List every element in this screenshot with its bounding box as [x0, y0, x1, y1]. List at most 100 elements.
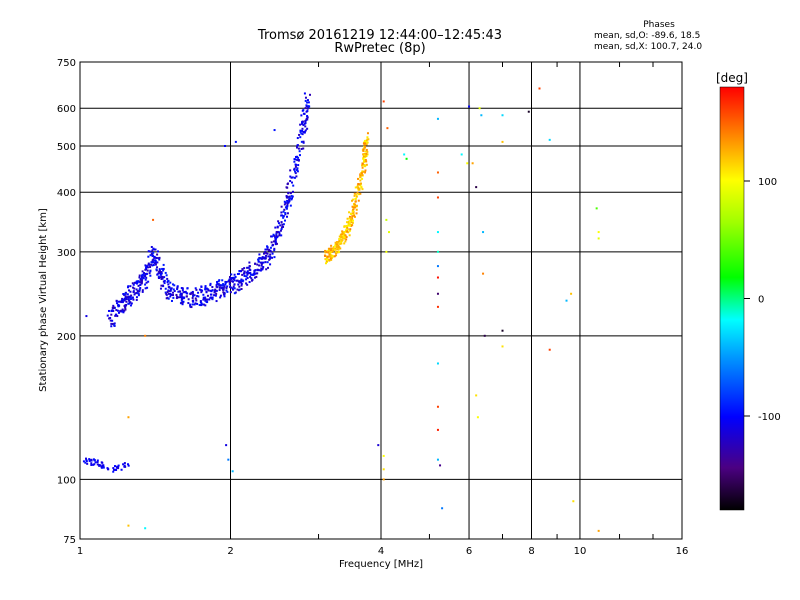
o-trace-point: [115, 313, 118, 316]
o-trace-point: [298, 150, 301, 153]
o-trace-point: [287, 192, 290, 195]
low-echo-point: [102, 466, 105, 469]
o-trace-point: [208, 298, 211, 301]
o-trace-point: [237, 283, 240, 286]
o-trace-point: [281, 226, 284, 229]
x-trace-point: [356, 184, 359, 187]
o-trace-point: [132, 286, 135, 289]
o-trace-point: [154, 259, 157, 262]
o-trace-point: [181, 289, 184, 292]
o-trace-point: [159, 287, 162, 290]
o-trace-point: [175, 293, 178, 296]
o-trace-point: [246, 266, 249, 269]
x-trace-point: [326, 257, 329, 260]
o-trace-point: [147, 250, 150, 253]
scattered-point: [441, 507, 444, 510]
o-trace-point: [269, 246, 272, 249]
o-trace-point: [279, 224, 282, 227]
y-tick-label: 100: [57, 475, 76, 486]
o-trace-point: [129, 290, 132, 293]
o-trace-point: [124, 295, 127, 298]
o-trace-point: [306, 114, 309, 117]
o-trace-point: [170, 287, 173, 290]
o-trace-point: [138, 280, 141, 283]
y-tick-label: 500: [57, 142, 76, 153]
x-trace-point: [364, 142, 367, 145]
low-echo-point: [123, 462, 126, 465]
o-trace-point: [253, 269, 256, 272]
o-trace-point: [300, 140, 303, 143]
o-trace-point: [211, 289, 214, 292]
low-echo-point: [114, 465, 117, 468]
o-trace-point: [166, 277, 169, 280]
o-trace-point: [153, 255, 156, 258]
x-trace-point: [339, 247, 342, 250]
x-trace-point: [357, 177, 360, 180]
o-trace-point: [123, 309, 126, 312]
o-trace-point: [156, 261, 159, 264]
o-trace-point: [211, 286, 214, 289]
o-trace-point: [167, 283, 170, 286]
o-trace-point: [180, 301, 183, 304]
o-trace-point: [109, 319, 112, 322]
o-trace-point: [211, 298, 214, 301]
o-trace-point: [171, 283, 174, 286]
o-trace-point: [125, 298, 128, 301]
x-trace-point: [329, 251, 332, 254]
x-trace-point: [325, 250, 328, 253]
phases-x-stats: mean, sd,X: 100.7, 24.0: [594, 42, 703, 52]
o-trace-point: [193, 294, 196, 297]
x-trace-point: [361, 170, 364, 173]
o-trace-point: [149, 270, 152, 273]
o-trace-point: [158, 270, 161, 273]
o-trace-point: [134, 292, 137, 295]
o-trace-point: [115, 300, 118, 303]
o-trace-point: [290, 176, 293, 179]
o-trace-point: [179, 292, 182, 295]
o-trace-point: [136, 290, 139, 293]
o-trace-point: [250, 277, 253, 280]
o-trace-point: [240, 278, 243, 281]
o-trace-point: [306, 127, 309, 130]
scattered-point: [273, 129, 276, 132]
o-trace-point: [144, 264, 147, 267]
o-trace-point: [282, 225, 285, 228]
scattered-point: [527, 110, 530, 113]
o-trace-point: [160, 272, 163, 275]
scattered-point: [436, 231, 439, 234]
colorbar-tick-label: 100: [758, 177, 777, 188]
x-trace-point: [327, 250, 330, 253]
o-trace-point: [253, 276, 256, 279]
scattered-point: [85, 315, 88, 318]
o-trace-point: [187, 302, 190, 305]
o-trace-point: [240, 282, 243, 285]
o-trace-point: [271, 252, 274, 255]
colorbar-unit-label: [deg]: [716, 71, 748, 85]
o-trace-point: [194, 297, 197, 300]
o-trace-point: [130, 302, 133, 305]
o-trace-point: [268, 249, 271, 252]
o-trace-point: [291, 190, 294, 193]
scattered-point: [565, 299, 568, 302]
o-trace-point: [255, 272, 258, 275]
o-trace-point: [192, 293, 195, 296]
o-trace-point: [301, 121, 304, 124]
o-trace-point: [282, 215, 285, 218]
o-trace-point: [205, 291, 208, 294]
y-axis-label: Stationary phase Virtual Height [km]: [38, 208, 49, 392]
x-trace-point: [362, 149, 365, 152]
o-trace-point: [147, 255, 150, 258]
o-trace-point: [302, 140, 305, 143]
x-trace-point: [336, 241, 339, 244]
o-trace-point: [190, 291, 193, 294]
x-trace-point: [354, 200, 357, 203]
y-tick-label: 400: [57, 188, 76, 199]
o-trace-point: [171, 291, 174, 294]
o-trace-point: [304, 122, 307, 125]
x-trace-point: [364, 156, 367, 159]
scattered-point: [234, 140, 237, 143]
x-trace-point: [363, 139, 366, 142]
o-trace-point: [260, 263, 263, 266]
o-trace-point: [164, 287, 167, 290]
